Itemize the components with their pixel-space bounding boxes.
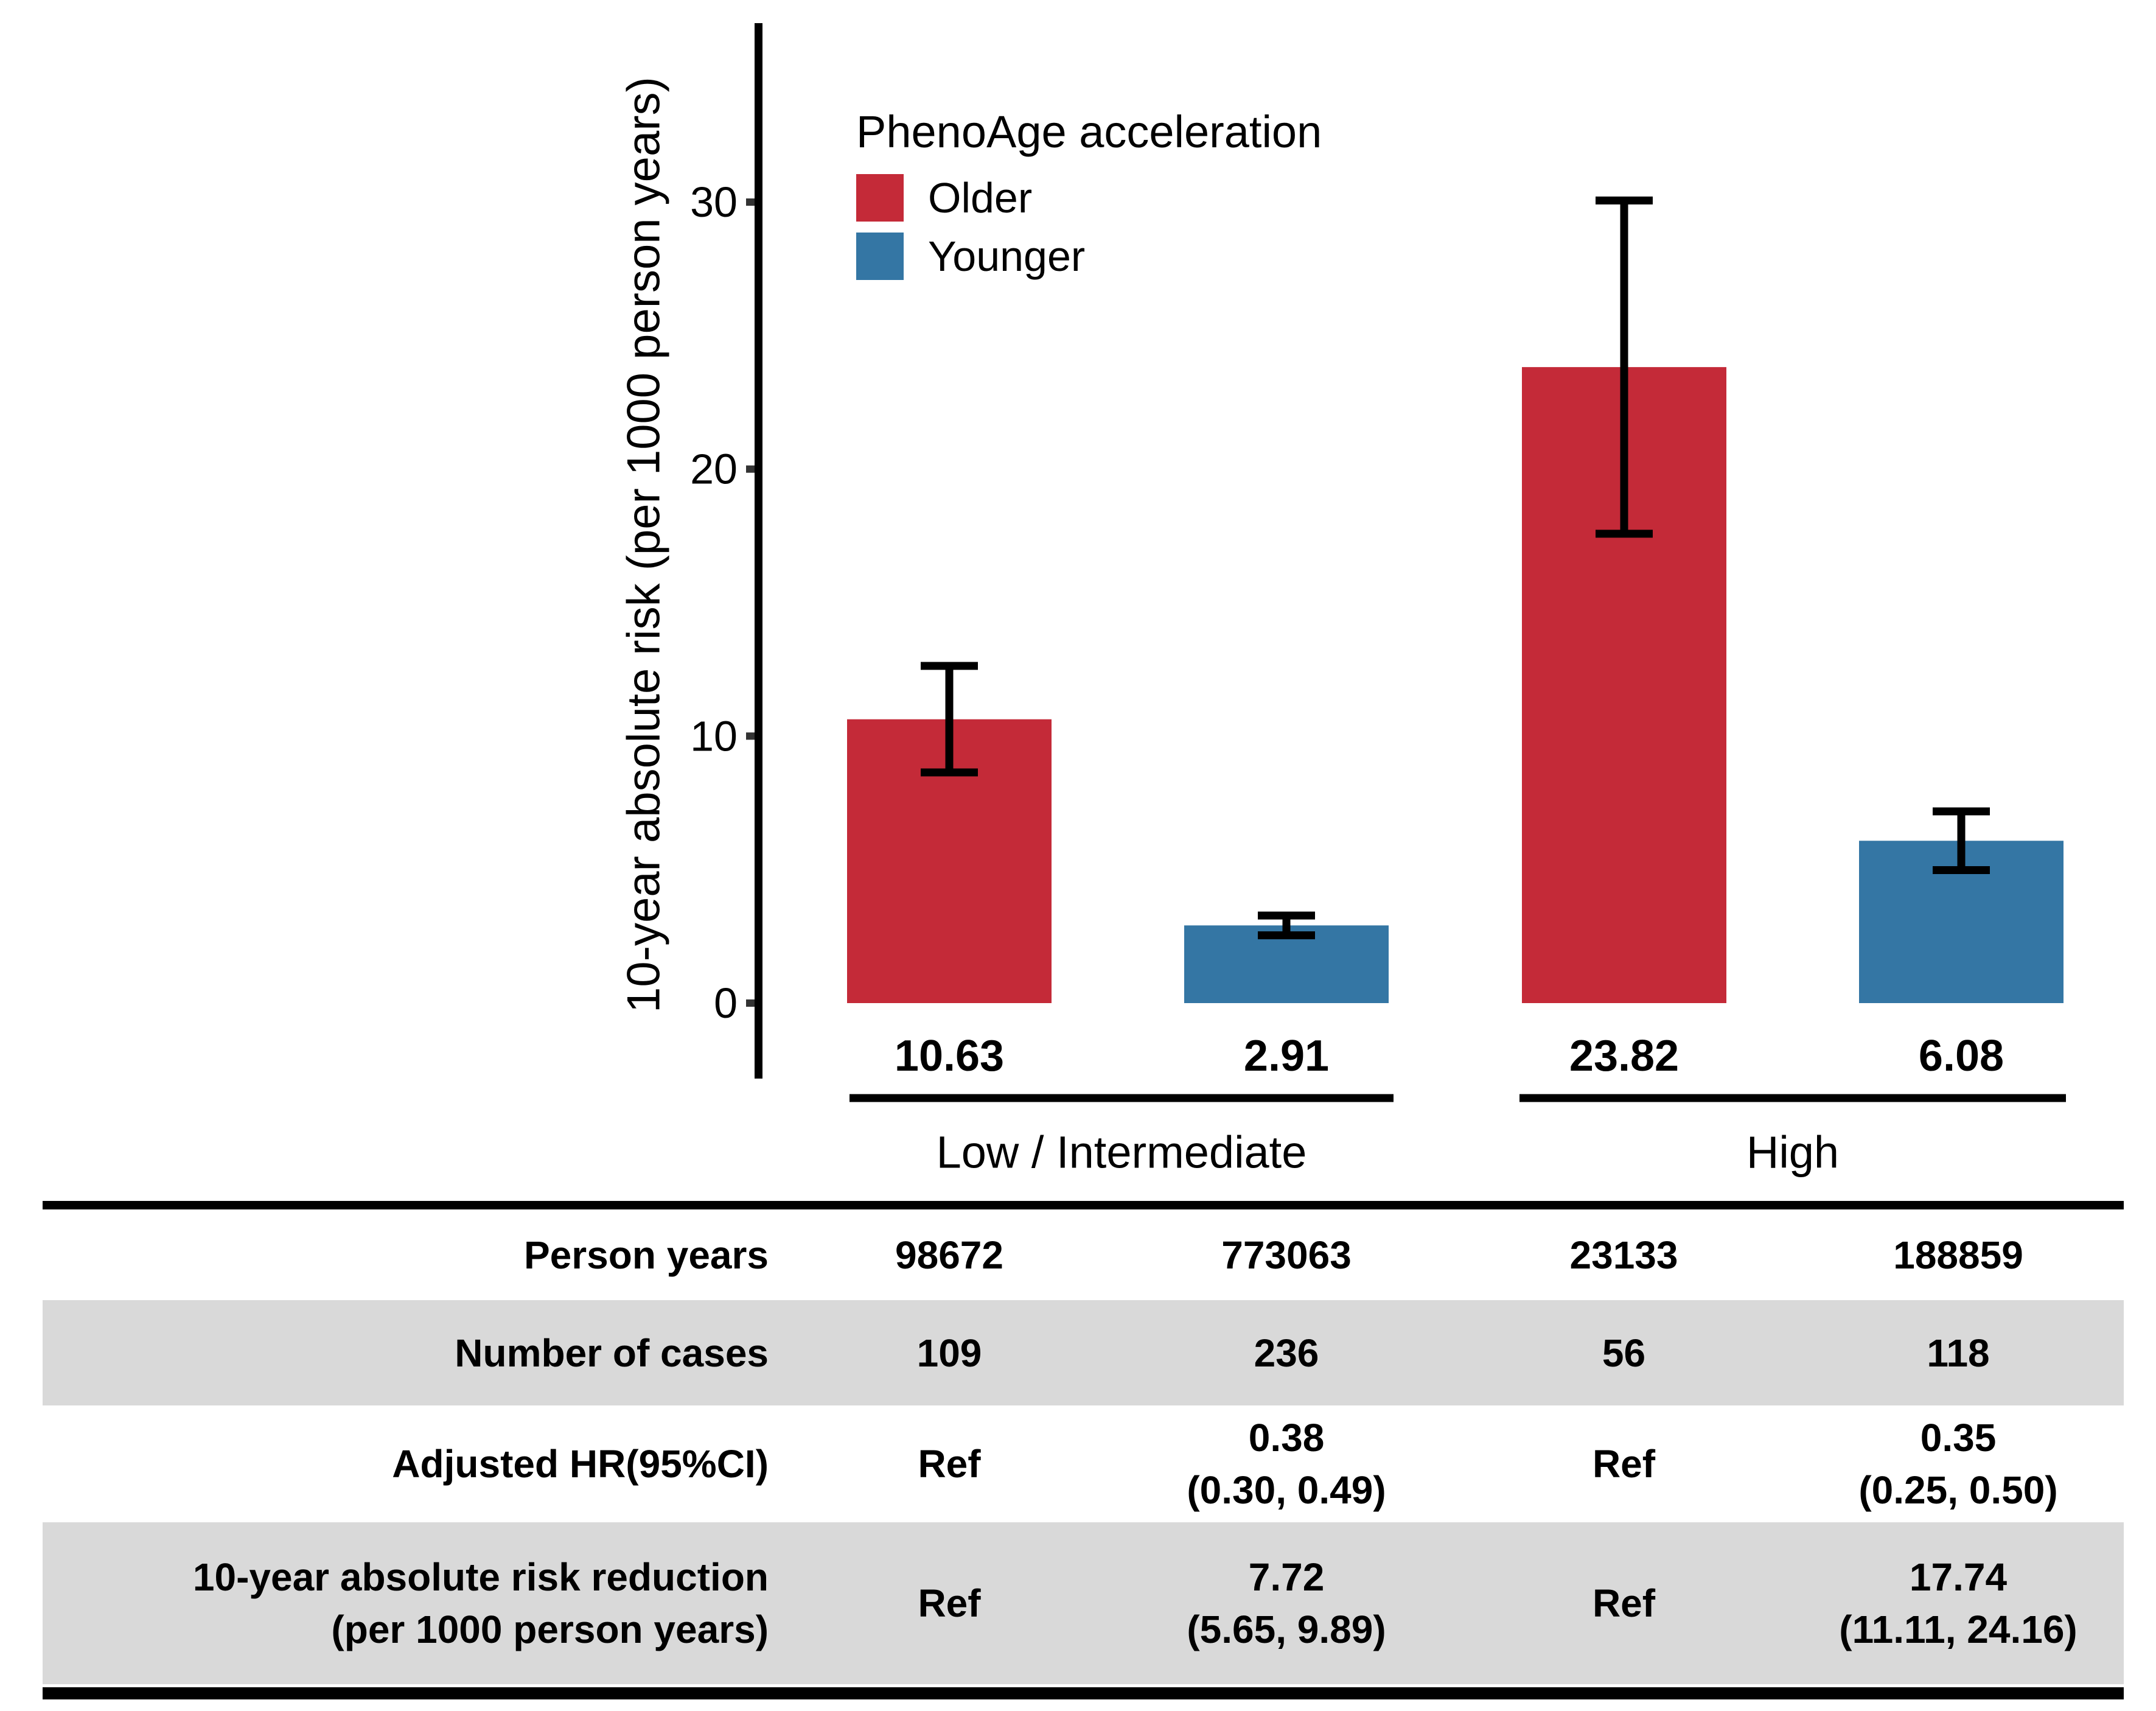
table-cell: Ref	[1592, 1442, 1656, 1486]
y-axis-tick-label: 0	[714, 979, 738, 1027]
table-cell: Ref	[1592, 1581, 1656, 1625]
table-cell: 23133	[1569, 1233, 1678, 1277]
row-label: Adjusted HR(95%CI)	[392, 1442, 769, 1486]
table-cell: 236	[1254, 1331, 1319, 1375]
y-axis-tick-label: 20	[690, 446, 738, 493]
y-axis-title: 10-year absolute risk (per 1000 person y…	[618, 77, 670, 1013]
legend-swatch-younger	[856, 233, 904, 281]
group-label: High	[1746, 1127, 1839, 1178]
bar-value-label: 6.08	[1919, 1032, 2004, 1080]
table-cell: 118	[1927, 1331, 1990, 1375]
table-bottom-rule	[43, 1687, 2124, 1699]
row-label: Person years	[523, 1233, 769, 1277]
table-cell: 188859	[1893, 1233, 2023, 1277]
bar-chart: 10.63 2.91 23.82 6.08 0 10 20 30 Low / Intermedi…	[690, 23, 2066, 1178]
table-row-absolute-risk-reduction: 10-year absolute risk reduction (per 100…	[43, 1522, 2124, 1684]
table-cell: 7.72 (5.65, 9.89)	[1187, 1555, 1386, 1651]
legend-item-older: Older	[856, 173, 1322, 222]
bar-value-label: 23.82	[1569, 1032, 1679, 1080]
bar-value-label: 2.91	[1244, 1032, 1329, 1080]
table-cell: Ref	[918, 1442, 981, 1486]
bar-value-label: 10.63	[895, 1032, 1004, 1080]
y-axis-tick-label: 30	[690, 178, 738, 226]
table-cell: 0.38 (0.30, 0.49)	[1187, 1416, 1386, 1512]
y-axis-tick	[746, 999, 755, 1007]
legend-title: PhenoAge acceleration	[856, 107, 1322, 157]
table-cell: 0.35 (0.25, 0.50)	[1858, 1416, 2058, 1512]
table-row-adjusted-hr: Adjusted HR(95%CI) Ref 0.38 (0.30, 0.49)…	[43, 1405, 2124, 1522]
y-axis-tick	[746, 465, 755, 473]
table-row-person-years: Person years 98672 773063 23133 188859	[43, 1209, 2124, 1300]
y-axis-tick-label: 10	[690, 712, 738, 760]
table-cell: Ref	[918, 1581, 981, 1625]
table-cell: 773063	[1221, 1233, 1352, 1277]
legend-item-younger: Younger	[856, 232, 1322, 281]
legend: PhenoAge acceleration Older Younger	[856, 107, 1322, 290]
table-cell: 17.74 (11.11, 24.16)	[1839, 1555, 2078, 1651]
group-label: Low / Intermediate	[937, 1127, 1307, 1178]
y-axis-tick	[746, 198, 755, 206]
row-label: Number of cases	[455, 1331, 769, 1375]
legend-swatch-older	[856, 174, 904, 222]
legend-label-younger: Younger	[928, 233, 1086, 281]
table-cell: 98672	[895, 1233, 1003, 1277]
table-row-number-of-cases: Number of cases 109 236 56 118	[43, 1300, 2124, 1405]
table-cell: 56	[1602, 1331, 1646, 1375]
y-axis-line	[755, 23, 762, 1079]
statistics-table: Person years 98672 773063 23133 188859 N…	[43, 1201, 2124, 1699]
y-axis-tick	[746, 732, 755, 740]
legend-label-older: Older	[928, 174, 1033, 222]
table-cell: 109	[916, 1331, 982, 1375]
row-label: 10-year absolute risk reduction (per 100…	[192, 1555, 769, 1651]
